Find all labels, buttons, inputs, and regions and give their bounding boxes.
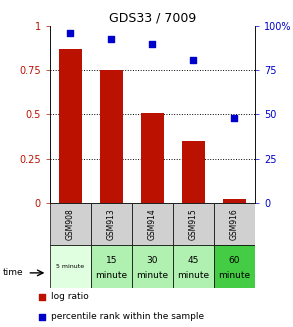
Bar bbox=[214, 245, 255, 288]
Point bbox=[109, 36, 114, 41]
Text: 60: 60 bbox=[229, 256, 240, 265]
Text: GSM915: GSM915 bbox=[189, 208, 198, 240]
Text: percentile rank within the sample: percentile rank within the sample bbox=[51, 312, 204, 321]
Bar bbox=[50, 203, 91, 245]
Bar bbox=[182, 141, 205, 203]
Text: minute: minute bbox=[136, 271, 168, 280]
Bar bbox=[50, 245, 91, 288]
Point bbox=[39, 294, 44, 300]
Text: GSM913: GSM913 bbox=[107, 208, 116, 240]
Bar bbox=[59, 49, 81, 203]
Point bbox=[68, 31, 73, 36]
Text: minute: minute bbox=[95, 271, 127, 280]
Bar bbox=[132, 245, 173, 288]
Text: GSM908: GSM908 bbox=[66, 208, 75, 240]
Bar bbox=[91, 203, 132, 245]
Bar bbox=[100, 70, 123, 203]
Point bbox=[232, 115, 237, 121]
Point bbox=[191, 57, 196, 62]
Text: time: time bbox=[2, 268, 23, 277]
Title: GDS33 / 7009: GDS33 / 7009 bbox=[109, 12, 196, 25]
Point bbox=[150, 41, 155, 46]
Text: 15: 15 bbox=[105, 256, 117, 265]
Text: log ratio: log ratio bbox=[51, 292, 88, 301]
Bar bbox=[214, 203, 255, 245]
Bar bbox=[91, 245, 132, 288]
Bar bbox=[132, 203, 173, 245]
Text: minute: minute bbox=[218, 271, 251, 280]
Text: GSM916: GSM916 bbox=[230, 208, 239, 240]
Text: 30: 30 bbox=[146, 256, 158, 265]
Bar bbox=[173, 203, 214, 245]
Text: 5 minute: 5 minute bbox=[56, 264, 84, 269]
Bar bbox=[141, 113, 163, 203]
Bar bbox=[223, 199, 246, 203]
Text: GSM914: GSM914 bbox=[148, 208, 157, 240]
Bar bbox=[173, 245, 214, 288]
Point bbox=[39, 314, 44, 319]
Text: minute: minute bbox=[177, 271, 209, 280]
Text: 45: 45 bbox=[188, 256, 199, 265]
